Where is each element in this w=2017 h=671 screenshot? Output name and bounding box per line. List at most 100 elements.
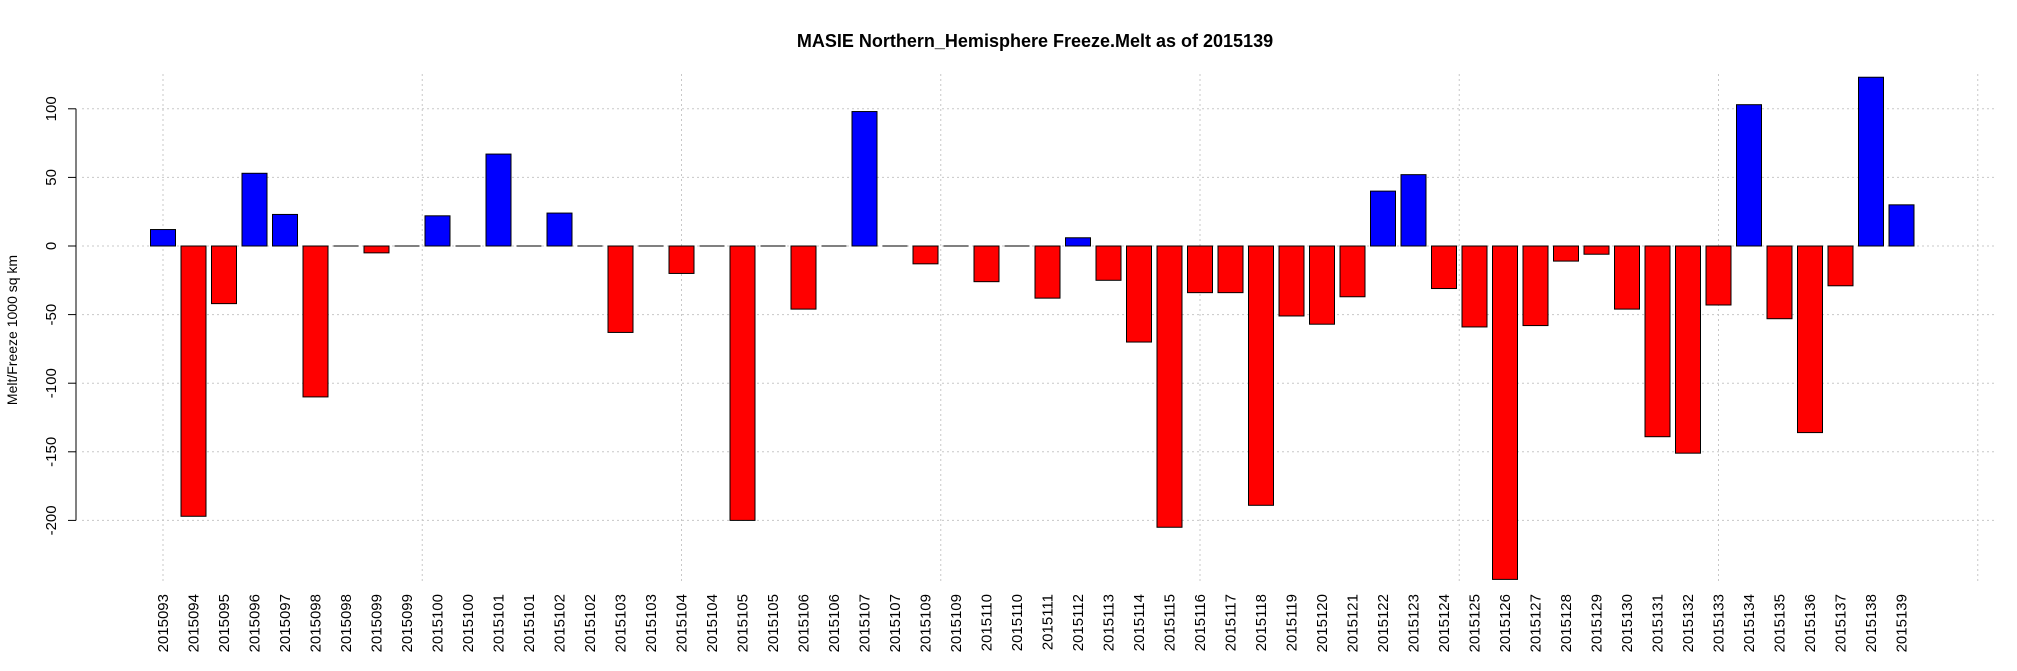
x-tick-label: 2015098 [308,594,325,652]
x-tick-label: 2015098 [338,594,355,652]
bar [973,245,1000,283]
x-tick-label: 2015137 [1833,594,1850,652]
x-tick-label: 2015120 [1314,594,1331,652]
bar [1522,245,1549,327]
bar [1187,245,1213,294]
x-tick-label: 2015124 [1436,594,1453,652]
bar [150,229,176,247]
x-tick-label: 2015110 [1009,594,1026,651]
bar [851,111,878,247]
x-tick-label: 2015133 [1711,594,1728,652]
x-tick-label: 2015106 [826,594,843,652]
chart-title: MASIE Northern_Hemisphere Freeze.Melt as… [797,31,1273,51]
x-tick-label: 2015106 [796,594,813,652]
x-tick-label: 2015102 [552,594,569,652]
bar [729,245,756,521]
bar [1858,76,1884,247]
x-tick-label: 2015126 [1497,594,1514,652]
bar [485,153,512,247]
x-tick-label: 2015095 [216,594,233,652]
x-tick-label: 2015121 [1345,594,1362,652]
bar [1736,104,1762,247]
y-tick-label: -150 [43,437,60,467]
x-tick-label: 2015138 [1863,594,1880,652]
bar [1217,245,1244,294]
x-tick-label: 2015136 [1802,594,1819,652]
x-tick-label: 2015128 [1558,594,1575,652]
x-tick-label: 2015131 [1650,594,1667,652]
bar [1339,245,1366,298]
bar [1797,245,1823,434]
x-tick-label: 2015102 [582,594,599,652]
x-tick-label: 2015134 [1741,594,1758,652]
bar [546,212,573,247]
x-tick-label: 2015116 [1192,594,1209,651]
bar [1644,245,1671,438]
x-tick-label: 2015105 [735,594,752,652]
bar [1614,245,1640,310]
x-tick-label: 2015130 [1619,594,1636,652]
bar [363,245,390,254]
bar [241,172,268,247]
bar [1400,174,1427,247]
x-tick-label: 2015117 [1223,594,1240,651]
x-tick-label: 2015104 [674,594,691,652]
x-tick-label: 2015113 [1101,594,1118,651]
bar [607,245,634,333]
y-tick-label: 100 [43,96,60,121]
bar [1766,245,1793,320]
x-tick-label: 2015107 [857,594,874,652]
bar [1156,245,1183,528]
x-tick-label: 2015118 [1253,594,1270,651]
y-axis-label: Melt/Freeze 1000 sq km [4,255,20,405]
bar [302,245,329,398]
x-tick-label: 2015129 [1589,594,1606,652]
bar [180,245,207,517]
x-tick-label: 2015099 [399,594,416,652]
x-tick-label: 2015127 [1528,594,1545,652]
x-tick-label: 2015097 [277,594,294,652]
x-tick-label: 2015107 [887,594,904,652]
x-tick-label: 2015100 [430,594,447,652]
y-axis: 100 50 0 -50 -100 -150 -200 [43,96,77,535]
x-tick-label: 2015103 [613,594,630,652]
x-tick-label: 2015093 [155,594,172,652]
bar [1278,245,1305,317]
y-tick-label: -200 [43,505,60,535]
y-tick-label: 0 [43,242,60,250]
bar [1370,190,1396,247]
bar [424,215,451,247]
bar [1248,245,1274,506]
x-tick-label: 2015104 [704,594,721,652]
bar [1065,237,1091,247]
x-tick-label: 2015109 [918,594,935,652]
bar [1583,245,1610,255]
bars [150,76,1915,580]
x-tick-label: 2015122 [1375,594,1392,652]
bar [1675,245,1701,454]
x-tick-label: 2015112 [1070,594,1087,651]
bar [1705,245,1732,306]
bar [211,245,237,305]
bar [1461,245,1488,328]
x-tick-label: 2015101 [521,594,538,652]
x-tick-label: 2015094 [186,594,203,652]
x-tick-label: 2015103 [643,594,660,652]
bar [1126,245,1152,343]
x-tick-label: 2015099 [369,594,386,652]
x-tick-label: 2015114 [1131,594,1148,651]
x-tick-label: 2015132 [1680,594,1697,652]
bar [912,245,939,265]
grid-lines [82,74,1995,582]
x-tick-label: 2015115 [1162,594,1179,651]
x-tick-label: 2015111 [1040,594,1057,650]
bar [1492,245,1518,580]
bar [1034,245,1061,299]
x-tick-label: 2015123 [1406,594,1423,652]
x-tick-label: 2015125 [1467,594,1484,652]
x-tick-label: 2015110 [979,594,996,651]
y-tick-label: -100 [43,368,60,398]
x-tick-label: 2015105 [765,594,782,652]
y-tick-label: -50 [43,304,60,326]
